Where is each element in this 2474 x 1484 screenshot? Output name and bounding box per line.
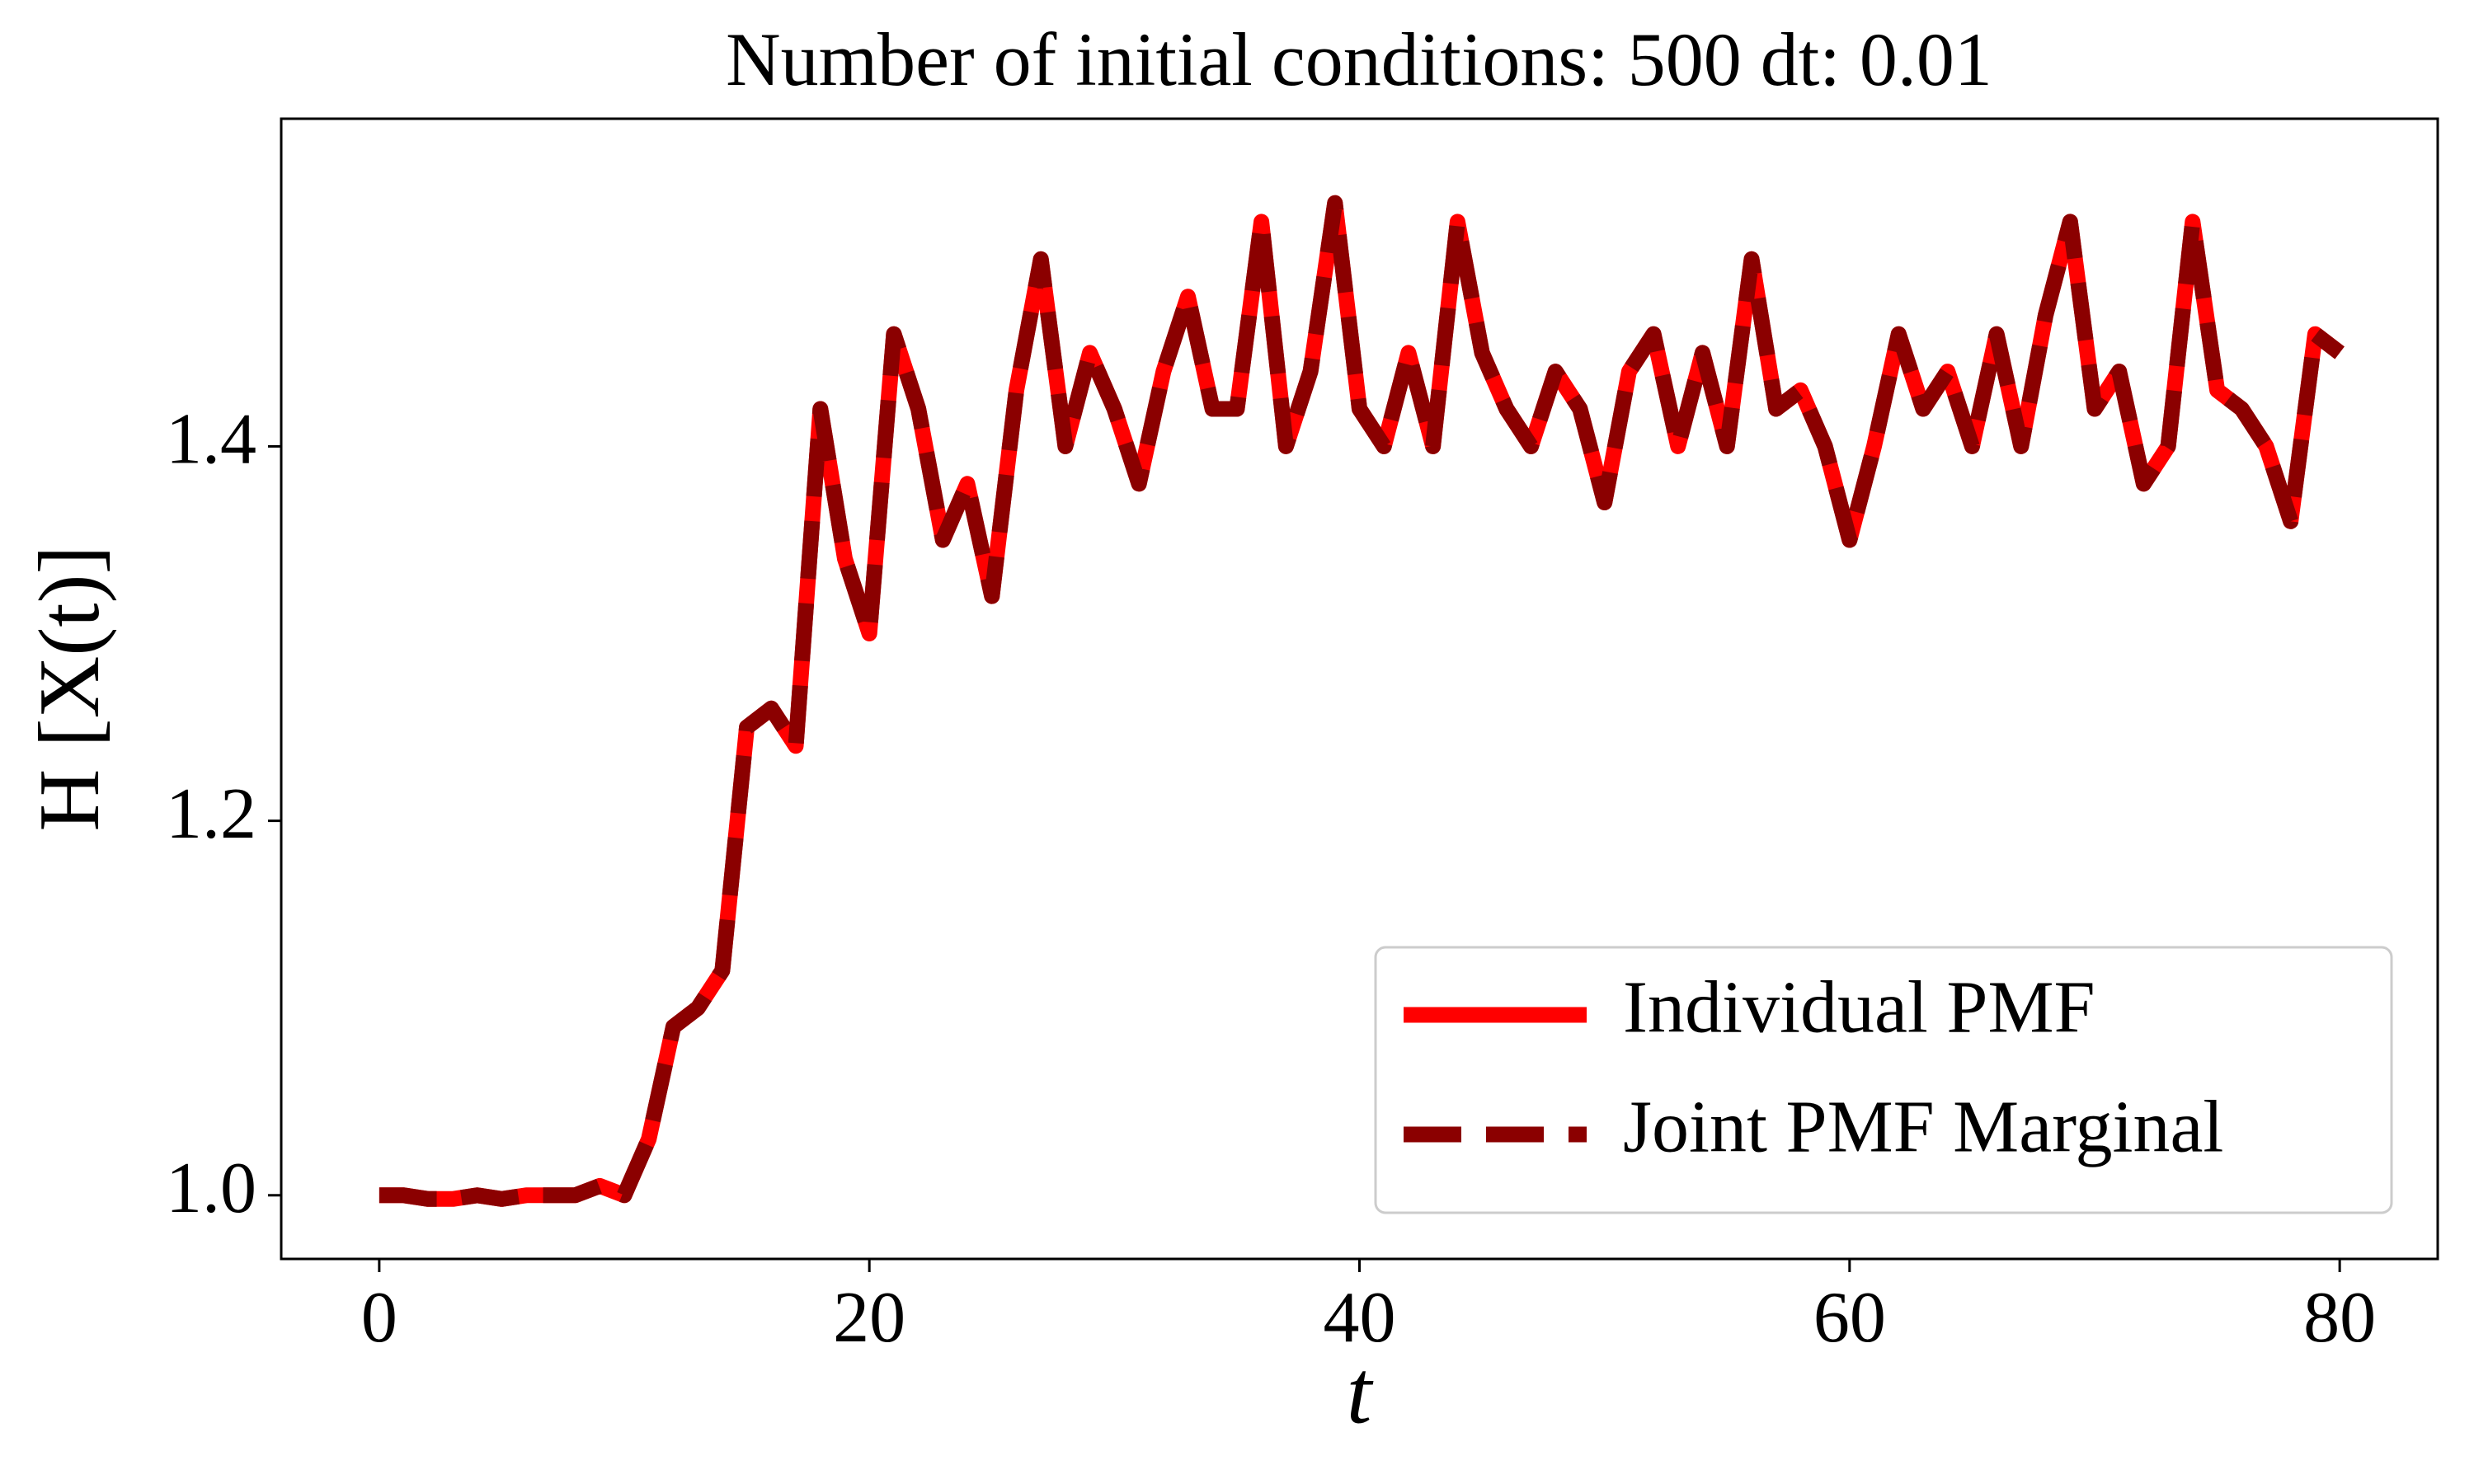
x-tick-label: 40 xyxy=(1324,1278,1396,1358)
y-tick-label: 1.2 xyxy=(166,774,256,854)
legend-label: Individual PMF xyxy=(1623,967,2095,1049)
legend-label: Joint PMF Marginal xyxy=(1623,1087,2223,1168)
x-tick-label: 0 xyxy=(361,1278,397,1358)
y-tick-label: 1.0 xyxy=(166,1148,256,1228)
line-series xyxy=(379,195,2345,1207)
legend-box xyxy=(1374,946,2393,1214)
x-tick-label: 20 xyxy=(833,1278,905,1358)
x-tick-label: 60 xyxy=(1813,1278,1886,1358)
x-tick-label: 80 xyxy=(2303,1278,2376,1358)
chart-title: Number of initial conditions: 500 dt: 0.… xyxy=(726,17,1992,101)
x-axis-label: t xyxy=(1347,1341,1374,1442)
plot-frame xyxy=(280,117,2439,1261)
y-axis-label: H [X(t)] xyxy=(21,546,117,832)
y-tick-label: 1.4 xyxy=(166,400,256,480)
